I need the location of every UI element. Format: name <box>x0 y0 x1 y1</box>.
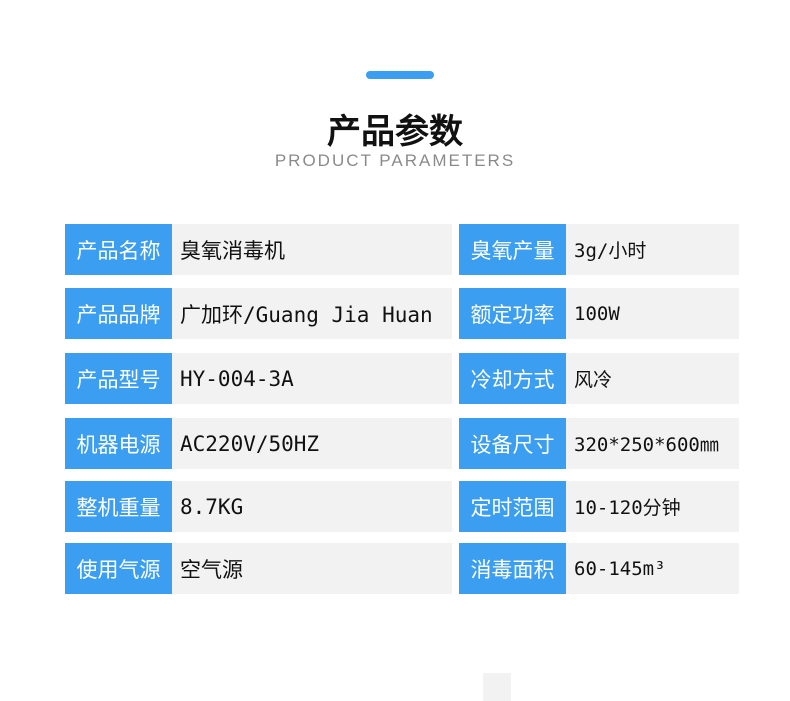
param-value: HY-004-3A <box>172 353 452 404</box>
table-row: 使用气源 空气源 消毒面积 60-145m³ <box>65 543 739 594</box>
param-value: 10-120分钟 <box>566 481 739 532</box>
param-label: 产品名称 <box>65 224 172 275</box>
param-label: 设备尺寸 <box>459 418 566 469</box>
param-value: 60-145m³ <box>566 543 739 594</box>
param-label: 额定功率 <box>459 288 566 339</box>
param-value: 3g/小时 <box>566 224 739 275</box>
param-value: 臭氧消毒机 <box>172 224 452 275</box>
param-label: 产品品牌 <box>65 288 172 339</box>
param-value: 8.7KG <box>172 481 452 532</box>
accent-bar <box>366 71 434 79</box>
param-value: 风冷 <box>566 353 739 404</box>
placeholder-square <box>483 673 511 701</box>
table-row: 产品型号 HY-004-3A 冷却方式 风冷 <box>65 353 739 404</box>
page-subtitle: PRODUCT PARAMETERS <box>274 151 516 170</box>
param-label: 定时范围 <box>459 481 566 532</box>
table-row: 机器电源 AC220V/50HZ 设备尺寸 320*250*600㎜ <box>65 418 739 469</box>
page-title: 产品参数 <box>327 112 463 152</box>
param-label: 机器电源 <box>65 418 172 469</box>
table-row: 产品名称 臭氧消毒机 臭氧产量 3g/小时 <box>65 224 739 275</box>
param-value: 100W <box>566 288 739 339</box>
param-label: 整机重量 <box>65 481 172 532</box>
param-label: 冷却方式 <box>459 353 566 404</box>
param-value: 广加环/Guang Jia Huan <box>172 288 452 339</box>
param-value: 空气源 <box>172 543 452 594</box>
param-label: 臭氧产量 <box>459 224 566 275</box>
param-value: AC220V/50HZ <box>172 418 452 469</box>
table-row: 产品品牌 广加环/Guang Jia Huan 额定功率 100W <box>65 288 739 339</box>
table-row: 整机重量 8.7KG 定时范围 10-120分钟 <box>65 481 739 532</box>
param-value: 320*250*600㎜ <box>566 418 739 469</box>
param-label: 产品型号 <box>65 353 172 404</box>
param-label: 使用气源 <box>65 543 172 594</box>
param-label: 消毒面积 <box>459 543 566 594</box>
